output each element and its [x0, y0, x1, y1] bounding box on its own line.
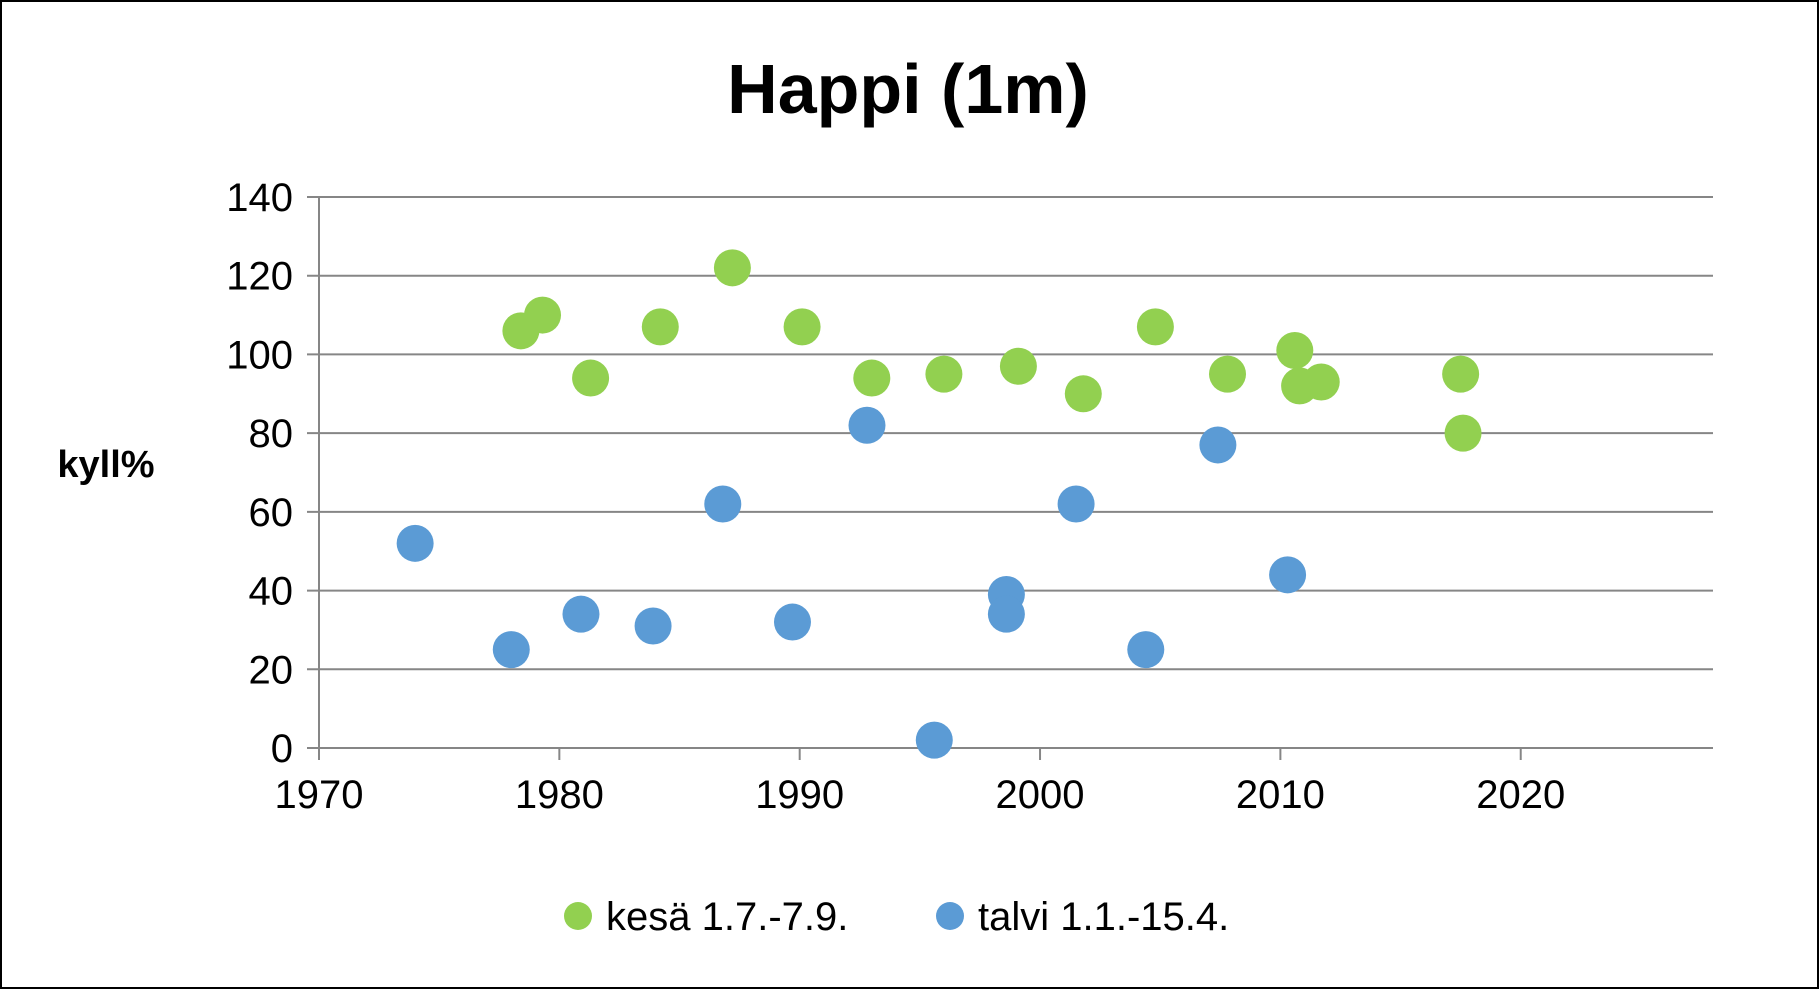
data-point-talvi [1057, 485, 1095, 523]
data-point-talvi [773, 603, 811, 641]
x-tick-label: 2010 [1236, 773, 1325, 817]
data-point-talvi [634, 607, 672, 645]
data-point-kesa [925, 355, 963, 393]
data-point-kesa [1442, 355, 1480, 393]
y-tick-label: 80 [249, 412, 294, 456]
data-point-talvi [848, 406, 886, 444]
x-tick-label: 1980 [515, 773, 604, 817]
data-point-talvi [987, 595, 1025, 633]
x-tick-label: 2020 [1476, 773, 1565, 817]
data-point-kesa [1444, 414, 1482, 452]
legend-label: kesä 1.7.-7.9. [606, 895, 848, 939]
y-tick-label: 40 [249, 570, 294, 614]
data-point-talvi [396, 524, 434, 562]
data-point-talvi [492, 631, 530, 669]
data-point-kesa [572, 359, 610, 397]
y-tick-label: 140 [226, 176, 293, 220]
data-point-talvi [915, 721, 953, 759]
data-point-kesa [1276, 331, 1314, 369]
data-point-kesa [1209, 355, 1247, 393]
y-tick-label: 0 [271, 727, 293, 771]
legend-marker [564, 902, 592, 930]
x-tick-label: 1970 [275, 773, 364, 817]
legend-label: talvi 1.1.-15.4. [978, 895, 1229, 939]
y-tick-label: 60 [249, 491, 294, 535]
data-point-talvi [704, 485, 742, 523]
data-point-kesa [641, 308, 679, 346]
data-point-kesa [853, 359, 891, 397]
data-point-kesa [524, 296, 562, 334]
data-point-kesa [713, 249, 751, 287]
data-point-kesa [783, 308, 821, 346]
legend-marker [936, 902, 964, 930]
y-tick-label: 120 [226, 255, 293, 299]
y-axis-label: kyll% [57, 444, 154, 486]
chart-title: Happi (1m) [727, 50, 1089, 128]
data-point-talvi [1269, 556, 1307, 594]
data-point-kesa [1302, 363, 1340, 401]
data-point-talvi [1127, 631, 1165, 669]
data-point-kesa [1136, 308, 1174, 346]
y-tick-label: 100 [226, 333, 293, 377]
x-tick-label: 1990 [755, 773, 844, 817]
data-point-talvi [562, 595, 600, 633]
y-tick-label: 20 [249, 648, 294, 692]
data-point-talvi [1199, 426, 1237, 464]
data-point-kesa [999, 347, 1037, 385]
x-tick-label: 2000 [996, 773, 1085, 817]
data-point-kesa [1064, 375, 1102, 413]
